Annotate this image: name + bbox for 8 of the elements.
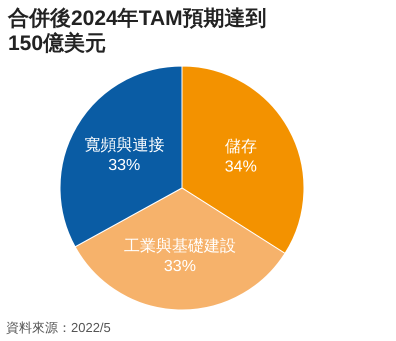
chart-title: 合併後2024年TAM預期達到150億美元 <box>8 6 268 56</box>
slice-label: 儲存 <box>224 138 257 156</box>
source-note: 資料來源：2022/5 <box>6 320 111 335</box>
slice-label: 寬頻與連接 <box>84 136 164 154</box>
data-label: 33% <box>164 258 196 276</box>
data-label: 33% <box>108 156 140 174</box>
data-label: 34% <box>224 158 257 176</box>
slice-label: 工業與基礎建設 <box>124 237 236 256</box>
